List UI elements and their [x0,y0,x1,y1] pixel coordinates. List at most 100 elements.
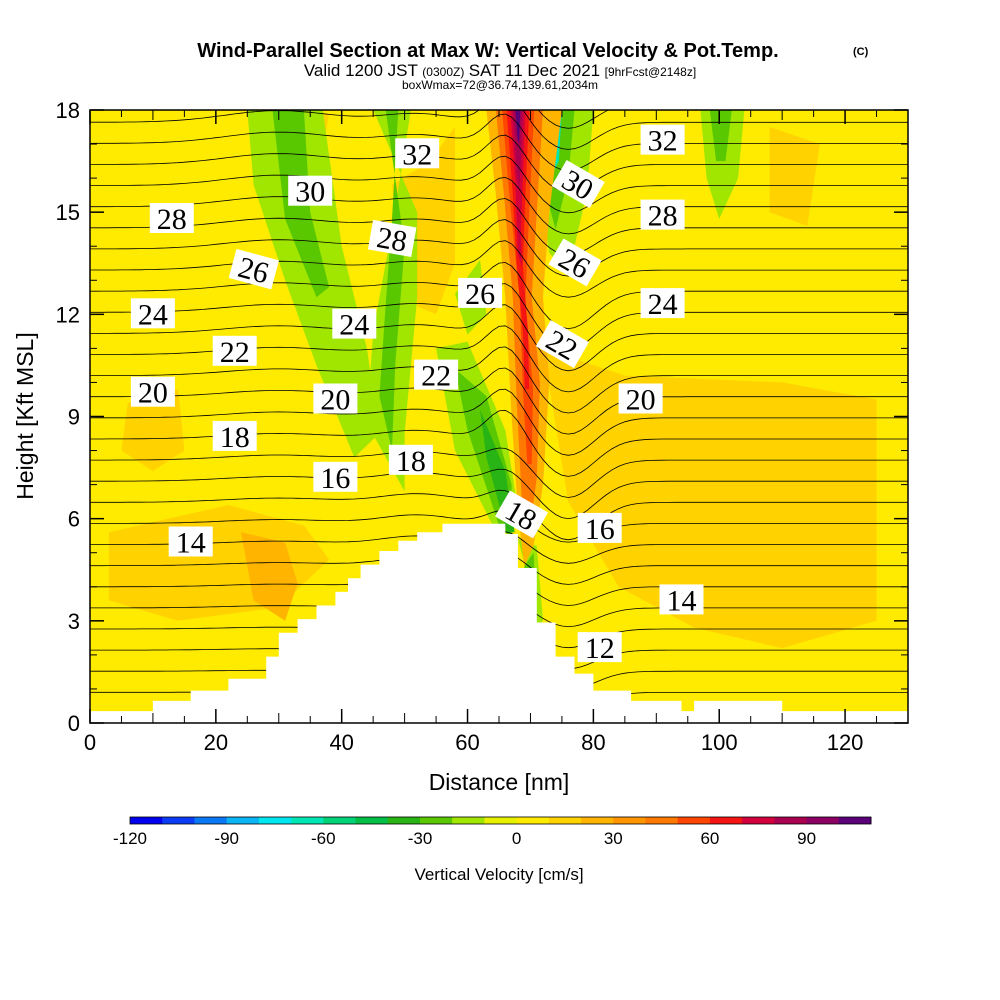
contour-label-box [395,138,440,169]
contour-label-box [168,526,213,557]
colorbar-tick-label: 60 [700,829,719,848]
y-axis-label: Height [Kft MSL] [12,332,38,499]
contour-label-text: 28 [157,203,187,236]
updraft-weak-patch [769,127,820,226]
contour-label: 28 [640,199,685,233]
contour-label: 28 [149,203,194,236]
axis-ticks: 0 20 40 60 80 100 120 0 3 6 9 12 15 18 [56,98,908,755]
isentrope-line [90,468,908,520]
colorbar-swatch [291,817,324,824]
contour-label-box [659,584,704,615]
y-tick-label: 12 [56,302,80,327]
x-tick-label: 40 [329,730,353,755]
isentrope-line [90,198,908,256]
y-tick-label: 18 [56,98,80,123]
updraft-weak-patch [121,389,185,471]
contour-label: 32 [395,138,440,171]
contour-label: 16 [313,461,358,495]
contour-label-box [535,320,589,369]
contour-label: 16 [577,512,622,546]
x-tick-label: 100 [701,730,738,755]
contour-label: 14 [659,584,704,617]
contour-label-box [640,288,685,319]
contour-label-box [577,632,622,663]
contour-label: 18 [388,444,433,478]
isentrope-line [90,447,908,498]
contour-label-text: 24 [138,298,168,331]
colorbar-swatch [323,817,357,824]
updraft-weak-patch [543,348,877,649]
contour-label-box [130,298,175,329]
contour-label-box [494,490,549,539]
contour-label-box [640,199,685,230]
contour-label: 22 [414,359,459,393]
contour-label: 24 [332,308,377,342]
contour-label: 24 [640,288,685,321]
isentrope-line [90,489,908,541]
colorbar-tick-label: -60 [311,829,336,848]
contour-label-text: 28 [648,200,678,233]
contour-label-text: 28 [374,221,409,259]
isentrope-line [90,367,908,435]
colorbar-swatch [806,817,840,824]
contour-label-box [212,420,257,451]
colorbar-frame [129,816,872,825]
isentrope-line [90,134,908,193]
x-tick-label: 60 [455,730,479,755]
valid-time: Valid 1200 JST [304,61,418,80]
isentrope-line [90,346,908,414]
contour-label-text: 14 [667,584,697,617]
contour-label: 30 [288,175,333,209]
contour-label: 20 [618,383,663,417]
contour-label: 20 [313,383,358,417]
colorbar-swatch [742,817,775,824]
colorbar-swatch [452,817,485,824]
isentrope-line [90,110,908,150]
colorbar-tick-label: 90 [797,829,816,848]
contour-label-text: 22 [220,336,250,369]
colorbar-swatch [774,817,808,824]
colorbar-swatch [162,817,195,824]
contour-label-box [618,383,663,414]
colorbar-swatch [130,817,163,824]
colorbar-swatch [613,817,646,824]
isentrope-line [90,240,908,298]
x-tick-label: 80 [581,730,605,755]
contour-label-text: 24 [339,309,369,342]
isentrope-line [90,262,908,330]
colorbar-tick-label: -90 [214,829,239,848]
colorbar-tick-label: 30 [604,829,623,848]
contour-label-box [149,203,194,233]
contour-label-box [212,335,257,366]
colorbar: -120 -90 -60 -30 0 30 60 90 [113,816,872,848]
contour-label-box [367,219,417,258]
isentrope-line [90,219,908,277]
colorbar-swatch [838,817,872,824]
contour-label-text: 20 [138,377,168,410]
contour-label: 12 [577,632,622,665]
updraft-patch [241,532,298,621]
colorbar-swatch [581,817,614,824]
box-info: boxWmax=72@36.74,139.61,2034m [402,78,598,92]
updraft-core [512,110,523,192]
contour-label: 26 [458,277,503,311]
contour-label-box [130,376,175,407]
isentrope-line [90,176,908,235]
contour-label-box [332,308,377,339]
contour-label-box [313,383,358,414]
colorbar-swatch [677,817,711,824]
colorbar-swatch [226,817,260,824]
x-axis-label: Distance [nm] [429,769,570,795]
x-tick-label: 20 [204,730,228,755]
valid-zulu: (0300Z) [422,65,464,79]
contour-label-text: 16 [320,462,350,495]
x-tick-label: 120 [827,730,864,755]
contour-label-box [640,124,685,155]
contour-label-box [577,512,622,543]
colorbar-swatch [484,817,518,824]
colorbar-tick-label: -120 [113,829,147,848]
contour-label-text: 20 [626,384,656,417]
contour-label-box [414,359,459,390]
contour-label-text: 32 [402,138,432,171]
